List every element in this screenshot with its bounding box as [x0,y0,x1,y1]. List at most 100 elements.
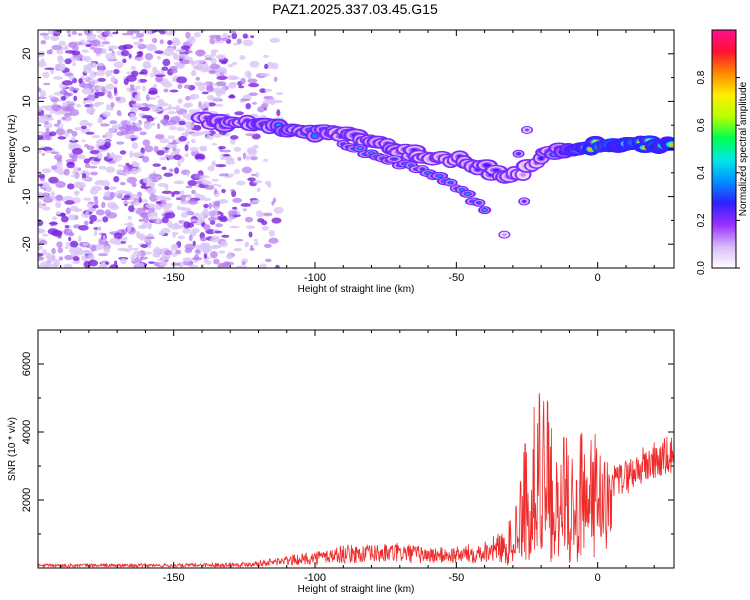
noise-blob [189,93,200,100]
noise-blob [180,194,186,202]
noise-blob [83,64,90,70]
noise-blob [145,203,156,209]
noise-blob [178,53,189,57]
noise-blob [266,61,274,69]
noise-blob [162,81,173,88]
noise-blob [70,205,79,212]
noise-blob [51,44,63,51]
spectrogram-y-tick-label: 10 [21,95,33,107]
noise-blob [147,261,155,264]
noise-blob [95,30,103,34]
noise-blob [195,180,204,185]
noise-blob [240,98,251,102]
noise-blob [180,156,185,163]
noise-blob [38,203,44,209]
noise-blob [194,153,206,161]
noise-blob [110,102,115,108]
noise-blob [261,226,270,231]
noise-blob [170,243,178,252]
noise-blob [139,256,149,260]
noise-blob [197,84,206,92]
noise-blob [215,90,222,98]
noise-blob [169,168,174,173]
noise-blob [249,60,260,68]
noise-blob [48,95,56,98]
noise-blob [83,30,93,36]
noise-blob [94,95,99,99]
snr-panel: -150 -100 -50 0 2000 4000 6000 Height of strai… [7,329,675,595]
noise-blob [38,149,43,154]
noise-blob [268,229,275,237]
noise-blob [88,122,92,128]
noise-blob [230,30,237,34]
noise-blob [190,60,195,65]
noise-blob [200,210,210,217]
noise-blob [41,249,48,255]
noise-blob [168,141,179,145]
noise-blob [63,168,70,176]
noise-blob [132,199,140,206]
noise-blob [118,126,127,131]
noise-blob [167,40,173,46]
noise-blob [142,215,150,223]
noise-blob [207,216,217,222]
noise-blob [122,191,133,194]
noise-blob [132,103,143,109]
noise-blob [86,203,92,208]
noise-blob [77,208,83,212]
noise-blob [229,225,240,229]
noise-blob [90,46,95,50]
noise-blob [122,44,134,50]
noise-blob [218,173,229,177]
spectrogram-x-tick-label: -50 [448,272,464,284]
noise-blob [70,174,80,178]
noise-blob [258,211,264,218]
noise-blob [155,219,160,224]
noise-blob [68,41,77,48]
noise-blob [108,32,114,38]
noise-blob [247,177,256,182]
ridge-blob [465,192,471,196]
noise-blob [175,104,181,112]
noise-blob [186,171,190,177]
noise-blob [199,216,206,223]
noise-blob [210,57,217,65]
noise-blob [78,225,89,231]
noise-blob [184,144,189,152]
noise-blob [40,181,50,189]
noise-blob [214,188,218,195]
noise-blob [39,89,47,98]
noise-blob [196,158,204,162]
noise-blob [98,165,107,170]
noise-blob [42,35,51,40]
noise-blob [56,49,64,55]
noise-blob [38,60,47,68]
noise-blob [211,162,217,167]
noise-blob [220,212,224,216]
noise-blob [129,84,135,88]
noise-blob [65,73,73,76]
noise-blob [140,185,146,189]
noise-blob [113,192,120,197]
noise-blob [149,182,156,188]
noise-blob [123,248,131,253]
noise-blob [65,116,72,122]
noise-blob [261,103,269,109]
noise-blob [142,177,152,184]
noise-blob [128,53,132,59]
noise-blob [180,207,192,212]
noise-blob [109,120,118,125]
noise-blob [191,189,196,195]
noise-blob [220,60,227,65]
noise-blob [159,39,164,45]
noise-blob [247,72,252,80]
noise-blob [151,179,159,183]
noise-blob [83,77,95,81]
noise-blob [128,205,135,212]
noise-blob [107,90,112,98]
noise-blob [97,77,106,82]
noise-blob [68,214,77,221]
noise-blob [93,229,98,237]
noise-blob [47,30,55,35]
